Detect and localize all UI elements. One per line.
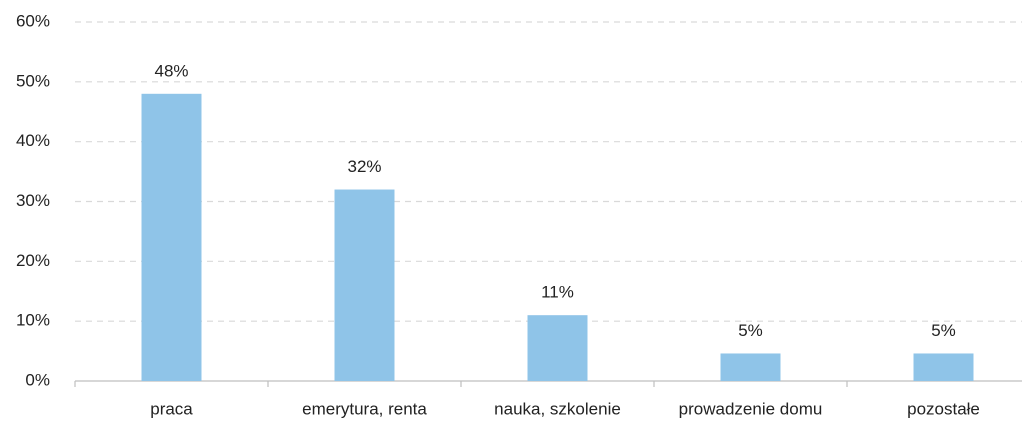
y-tick-label: 50% — [16, 71, 50, 90]
y-tick-label: 60% — [16, 11, 50, 30]
bar — [334, 189, 395, 381]
x-tick-label: pozostałe — [907, 399, 980, 418]
value-label: 11% — [541, 283, 574, 302]
y-tick-label: 10% — [16, 311, 50, 330]
x-tick-label: emerytura, renta — [302, 399, 427, 418]
y-tick-label: 40% — [16, 131, 50, 150]
value-label: 5% — [738, 321, 763, 340]
x-tick-label: nauka, szkolenie — [494, 399, 621, 418]
bar — [913, 353, 974, 381]
value-label: 32% — [347, 157, 381, 176]
x-tick-label: praca — [150, 399, 193, 418]
value-label: 5% — [931, 321, 956, 340]
y-tick-label: 0% — [25, 370, 50, 389]
y-tick-label: 20% — [16, 251, 50, 270]
bar — [720, 353, 781, 381]
bar — [141, 93, 202, 382]
y-tick-label: 30% — [16, 191, 50, 210]
value-label: 48% — [154, 61, 188, 80]
bar — [527, 315, 588, 381]
x-tick-label: prowadzenie domu — [679, 399, 823, 418]
